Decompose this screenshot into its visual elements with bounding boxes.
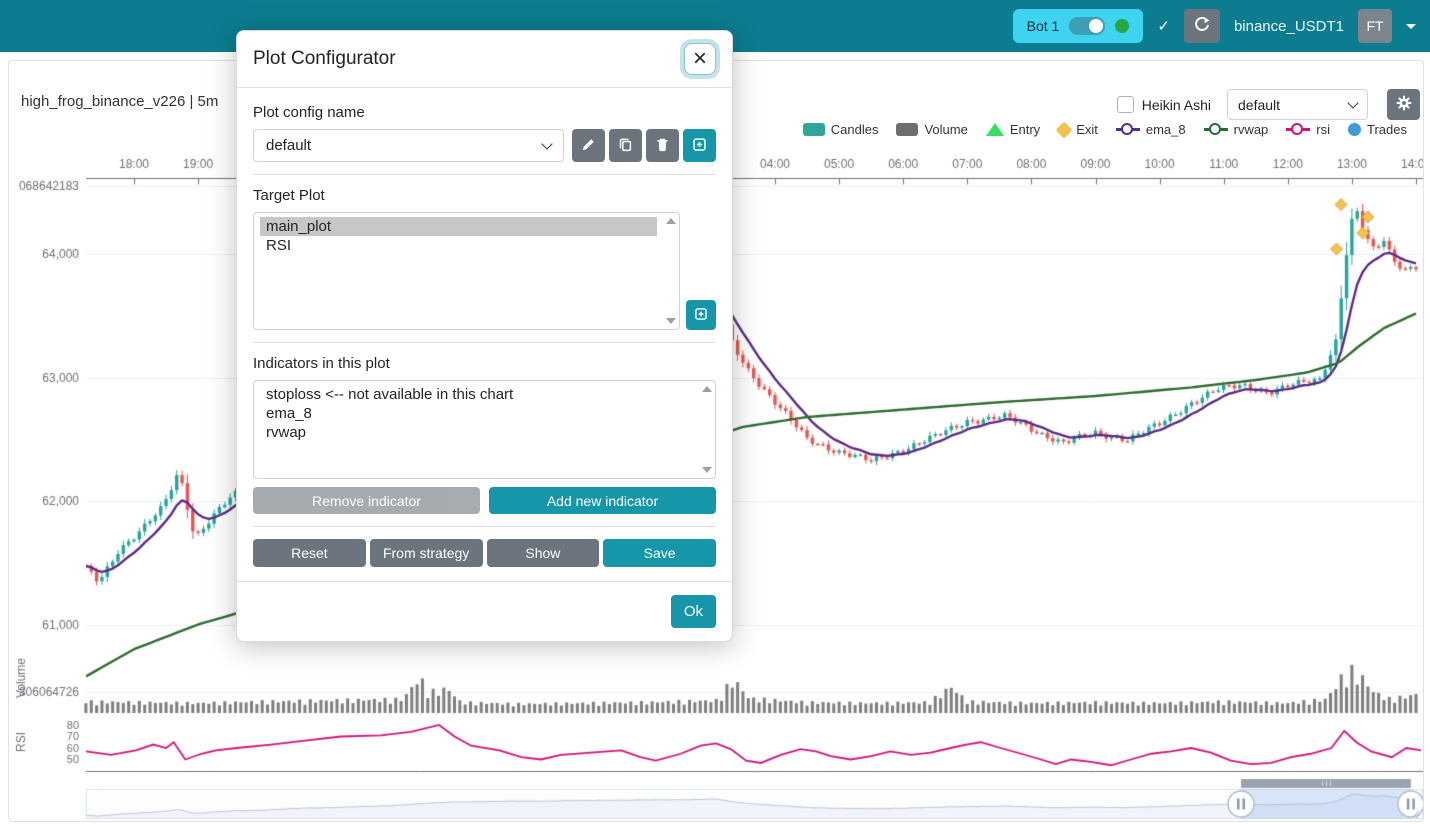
confirm-check-icon[interactable]: ✓ — [1157, 18, 1170, 35]
plus-square-icon — [694, 307, 708, 324]
legend-item-entry[interactable]: Entry — [985, 122, 1040, 137]
bot-selector-pill[interactable]: Bot 1 — [1012, 9, 1144, 43]
pencil-icon — [581, 137, 596, 155]
indicator-option-stoploss[interactable]: stoploss <-- not available in this chart — [266, 386, 514, 403]
save-button[interactable]: Save — [603, 539, 716, 567]
bot-toggle[interactable] — [1069, 17, 1106, 35]
plot-configurator-modal: Plot Configurator × Plot config name def… — [236, 30, 733, 642]
ok-button[interactable]: Ok — [670, 595, 716, 628]
scroll-up-arrow[interactable] — [702, 386, 712, 392]
show-button[interactable]: Show — [486, 539, 600, 567]
target-plot-option-rsi[interactable]: RSI — [266, 237, 292, 254]
datazoom-right-handle[interactable] — [1397, 790, 1425, 818]
target-plot-option-main-plot[interactable]: main_plot — [260, 217, 657, 236]
add-new-indicator-button[interactable]: Add new indicator — [489, 487, 716, 514]
candles-swatch-icon — [802, 123, 825, 136]
bot-name-label: Bot 1 — [1026, 18, 1060, 34]
indicators-listbox[interactable]: stoploss <-- not available in this chart… — [253, 380, 716, 479]
scroll-up-arrow[interactable] — [666, 218, 676, 224]
gear-icon — [1396, 95, 1412, 114]
legend-item-ema-8[interactable]: ema_8 — [1115, 122, 1186, 137]
legend-item-candles[interactable]: Candles — [802, 122, 878, 137]
plot-config-name-select[interactable]: default — [253, 129, 564, 162]
reload-icon — [1194, 16, 1210, 36]
volume-swatch-icon — [896, 123, 919, 136]
trash-icon — [655, 137, 670, 155]
indicator-option-rvwap[interactable]: rvwap — [266, 424, 307, 441]
indicator-option-ema-8[interactable]: ema_8 — [266, 405, 312, 422]
heikin-ashi-label: Heikin Ashi — [1141, 96, 1211, 113]
legend-item-exit[interactable]: Exit — [1055, 121, 1098, 138]
datazoom-strip[interactable] — [86, 789, 1423, 819]
trades-circle-icon — [1348, 123, 1362, 136]
rsi-line-icon — [1286, 123, 1311, 136]
ema-line-icon — [1115, 123, 1140, 136]
plot-config-select-value: default — [1238, 96, 1281, 113]
legend-item-trades[interactable]: Trades — [1348, 122, 1407, 137]
reload-button[interactable] — [1183, 9, 1220, 43]
target-plot-listbox[interactable]: main_plot RSI — [253, 212, 680, 330]
legend-item-volume[interactable]: Volume — [896, 122, 968, 137]
legend-item-rsi[interactable]: rsi — [1286, 122, 1330, 137]
copy-config-button[interactable] — [609, 129, 642, 162]
add-config-button[interactable] — [683, 129, 716, 162]
modal-title: Plot Configurator — [253, 48, 396, 69]
exit-diamond-icon — [1055, 121, 1073, 138]
chart-controls: Heikin Ashi default — [1116, 89, 1420, 120]
copy-icon — [618, 137, 633, 155]
toggle-knob — [1089, 19, 1104, 33]
chevron-down-icon — [1347, 96, 1359, 109]
pair-name: binance_USDT1 — [1233, 17, 1344, 35]
delete-config-button[interactable] — [646, 129, 679, 162]
plot-config-name-label: Plot config name — [253, 104, 365, 121]
add-plot-button[interactable] — [686, 300, 716, 330]
bot-online-dot — [1115, 19, 1130, 33]
indicators-label: Indicators in this plot — [253, 355, 390, 372]
datazoom-left-handle[interactable] — [1227, 790, 1255, 818]
plot-config-name-value: default — [266, 137, 312, 154]
chart-legend: Candles Volume Entry Exit ema_8 rvwap rs… — [802, 121, 1407, 138]
close-icon: × — [692, 45, 707, 72]
plot-config-select[interactable]: default — [1227, 89, 1368, 120]
avatar[interactable]: FT — [1358, 9, 1392, 43]
chevron-down-icon[interactable] — [1406, 23, 1416, 29]
scroll-down-arrow[interactable] — [666, 318, 676, 324]
remove-indicator-button[interactable]: Remove indicator — [253, 487, 480, 514]
plot-settings-button[interactable] — [1387, 89, 1420, 120]
edit-config-button[interactable] — [572, 129, 605, 162]
entry-triangle-icon — [985, 123, 1004, 136]
heikin-ashi-checkbox[interactable] — [1116, 96, 1134, 113]
close-button[interactable]: × — [684, 43, 716, 75]
scroll-down-arrow[interactable] — [702, 467, 712, 473]
rvwap-line-icon — [1203, 123, 1228, 136]
reset-button[interactable]: Reset — [253, 539, 366, 567]
chevron-down-icon — [541, 137, 553, 150]
from-strategy-button[interactable]: From strategy — [369, 539, 483, 567]
target-plot-label: Target Plot — [253, 187, 325, 204]
modal-footer: Ok — [237, 581, 732, 641]
plus-square-icon — [692, 137, 707, 155]
modal-header: Plot Configurator × — [237, 31, 732, 88]
legend-item-rvwap[interactable]: rvwap — [1203, 122, 1268, 137]
